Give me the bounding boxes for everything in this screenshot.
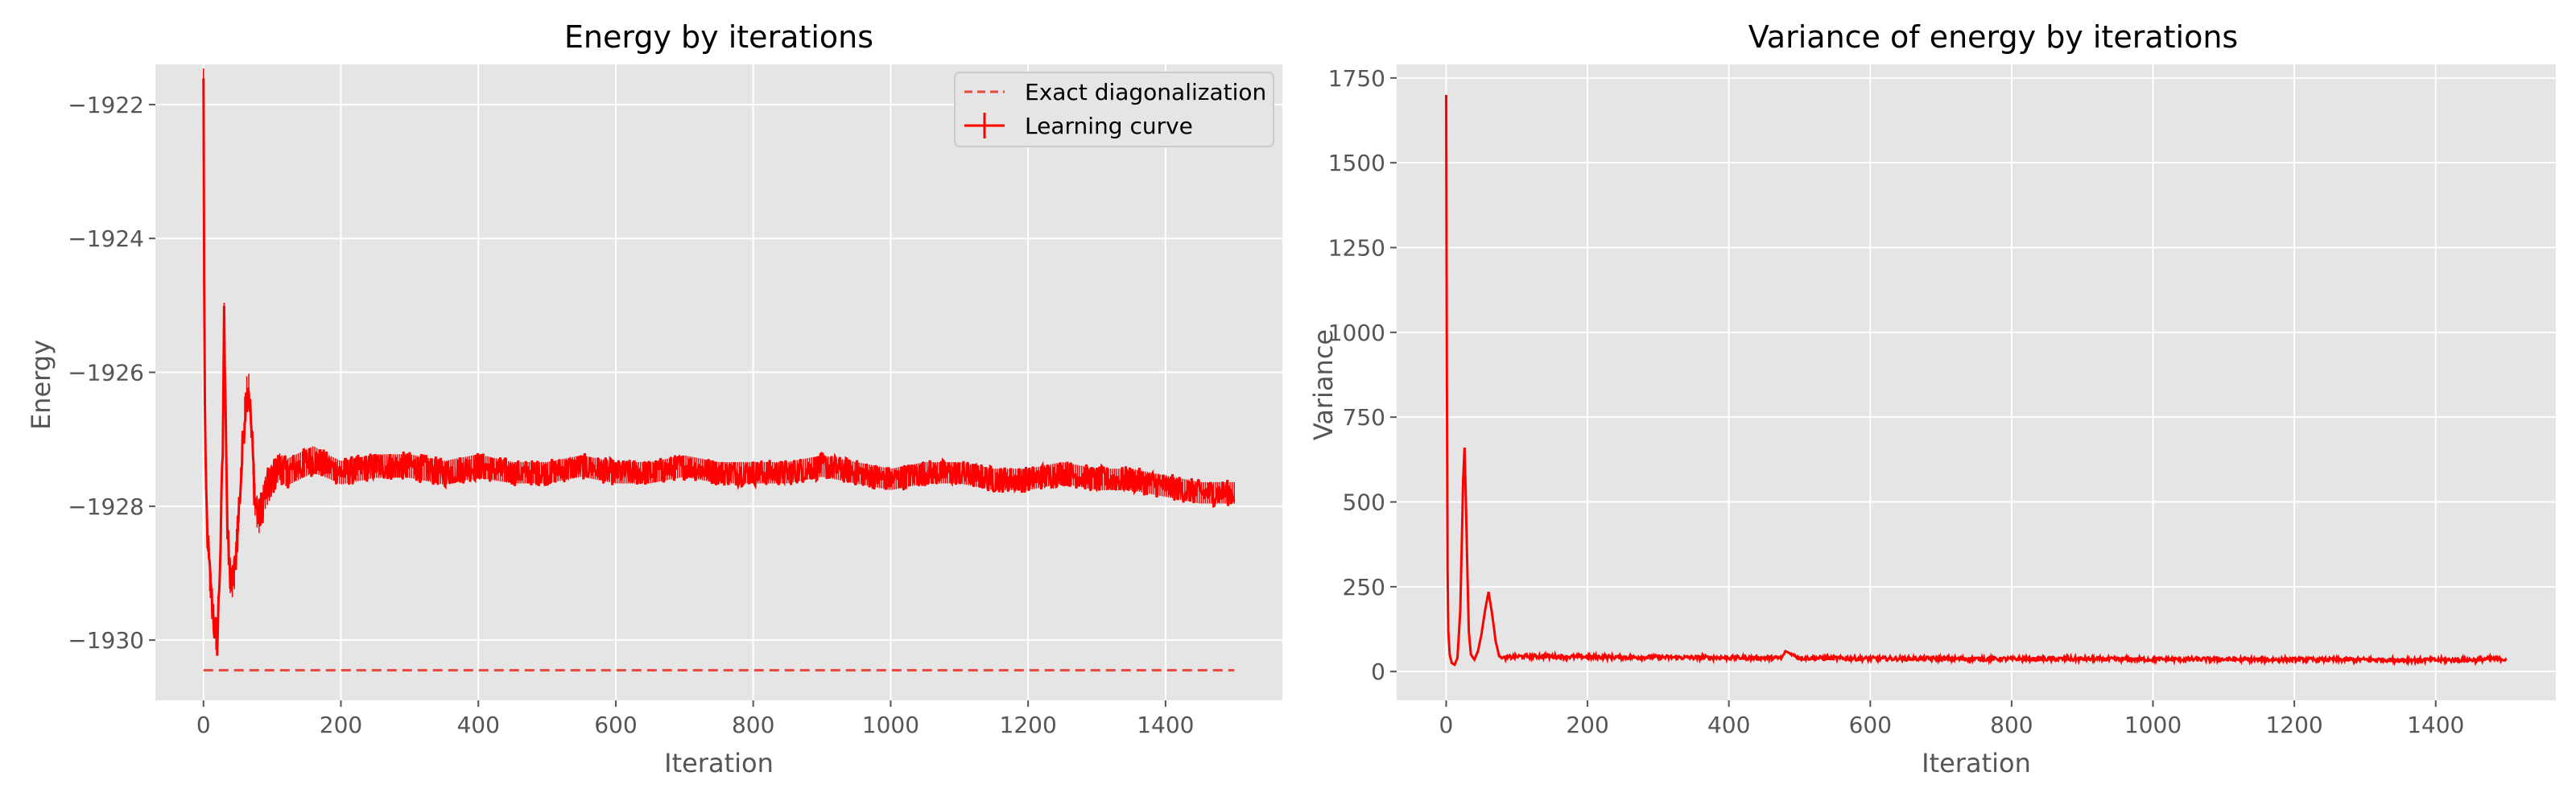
energy-y-ticks: −1930 −1928 −1926 −1924 −1922 — [68, 92, 155, 654]
y-tick-label: 1500 — [1328, 150, 1385, 176]
variance-x-axis-label: Iteration — [1922, 748, 2031, 778]
energy-x-axis-label: Iteration — [664, 748, 774, 778]
y-tick-label: 750 — [1343, 404, 1385, 431]
x-tick-label: 400 — [1707, 712, 1750, 738]
y-tick-label: −1928 — [68, 493, 144, 520]
y-tick-label: 250 — [1343, 574, 1385, 601]
energy-series — [202, 68, 1236, 672]
energy-legend: Exact diagonalization Learning curve — [954, 72, 1274, 147]
x-tick-label: 800 — [732, 712, 774, 738]
x-tick-label: 1200 — [1000, 712, 1057, 738]
x-tick-label: 0 — [1439, 712, 1454, 738]
legend-box — [954, 72, 1274, 147]
x-tick-label: 600 — [594, 712, 637, 738]
energy-y-axis-label: Energy — [26, 340, 56, 430]
y-tick-label: 1000 — [1328, 320, 1385, 346]
series-variance — [1445, 94, 2508, 667]
x-tick-label: 200 — [320, 712, 362, 738]
variance-y-axis-label: Variance — [1308, 329, 1339, 440]
x-tick-label: 1400 — [1137, 712, 1194, 738]
y-tick-label: −1922 — [68, 92, 144, 118]
variance-x-ticks: 0 200 400 600 800 1000 1200 1400 — [1439, 700, 2464, 738]
x-tick-label: 0 — [196, 712, 211, 738]
y-tick-label: 500 — [1343, 489, 1385, 516]
x-tick-label: 1400 — [2407, 712, 2464, 738]
legend-label-exact-diagonalization: Exact diagonalization — [1025, 79, 1266, 105]
x-tick-label: 200 — [1566, 712, 1608, 738]
x-tick-label: 1000 — [2124, 712, 2182, 738]
energy-chart-title: Energy by iterations — [564, 19, 873, 55]
variance-plot-area — [1397, 64, 2556, 700]
variance-series — [1445, 94, 2508, 667]
variance-chart-title: Variance of energy by iterations — [1748, 19, 2238, 55]
series-learning-curve-errorbars — [203, 68, 1235, 650]
y-tick-label: 1750 — [1328, 65, 1385, 92]
x-tick-label: 600 — [1849, 712, 1892, 738]
x-tick-label: 1200 — [2265, 712, 2322, 738]
y-tick-label: −1924 — [68, 225, 144, 252]
variance-y-ticks: 0 250 500 750 1000 1250 1500 1750 — [1328, 65, 1397, 685]
legend-label-learning-curve: Learning curve — [1025, 113, 1193, 139]
energy-x-ticks: 0 200 400 600 800 1000 1200 1400 — [196, 700, 1195, 738]
y-tick-label: 0 — [1371, 658, 1385, 685]
energy-plot-area — [155, 64, 1282, 700]
x-tick-label: 1000 — [862, 712, 919, 738]
energy-chart: Energy by iterations 0 200 400 600 800 1000 12… — [26, 19, 1282, 778]
y-tick-label: −1926 — [68, 360, 144, 386]
variance-chart: Variance of energy by iterations 0 200 400… — [1308, 19, 2556, 778]
y-tick-label: 1250 — [1328, 235, 1385, 262]
x-tick-label: 800 — [1990, 712, 2033, 738]
x-tick-label: 400 — [456, 712, 499, 738]
y-tick-label: −1930 — [68, 627, 144, 654]
